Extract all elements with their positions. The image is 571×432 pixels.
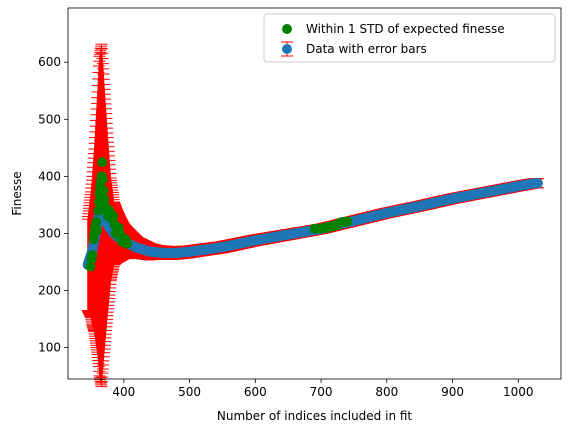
legend-errorbar-marker (281, 41, 293, 57)
within-std-point (91, 225, 102, 236)
legend-data-point (282, 44, 292, 54)
within-std-points-layer (85, 157, 353, 272)
legend: Within 1 STD of expected finesse Data wi… (263, 13, 556, 63)
y-tick-label: 500 (38, 112, 61, 126)
within-std-point (342, 216, 353, 227)
x-tick-label: 1000 (503, 385, 534, 399)
x-tick-label: 900 (441, 385, 464, 399)
x-tick-label: 800 (375, 385, 398, 399)
x-axis-ticks: 400 500 600 700 800 900 1000 (112, 379, 534, 399)
y-axis-label: Finesse (10, 171, 24, 215)
data-points-layer (82, 178, 543, 270)
within-std-point (97, 174, 108, 185)
y-tick-label: 300 (38, 226, 61, 240)
data-point (532, 178, 543, 189)
within-std-point (85, 261, 96, 272)
y-tick-label: 600 (38, 55, 61, 69)
x-axis-label: Number of indices included in fit (217, 409, 413, 423)
y-tick-label: 200 (38, 284, 61, 298)
y-tick-label: 100 (38, 341, 61, 355)
errorbar-layer (81, 43, 544, 388)
x-tick-label: 400 (112, 385, 135, 399)
legend-data-label: Data with error bars (306, 42, 427, 56)
within-std-point (98, 185, 109, 196)
legend-within-std-marker (282, 24, 292, 34)
x-tick-label: 500 (178, 385, 201, 399)
within-std-point (91, 217, 102, 228)
within-std-point (108, 211, 119, 222)
legend-within-std-label: Within 1 STD of expected finesse (306, 22, 505, 36)
within-std-point (87, 250, 98, 261)
y-tick-label: 400 (38, 169, 61, 183)
within-std-point (122, 238, 133, 249)
x-tick-label: 700 (310, 385, 333, 399)
plot-frame (67, 7, 562, 380)
legend-box (263, 13, 556, 63)
x-tick-label: 600 (244, 385, 267, 399)
y-axis-ticks: 100 200 300 400 500 600 (38, 55, 68, 355)
within-std-point (97, 157, 108, 168)
